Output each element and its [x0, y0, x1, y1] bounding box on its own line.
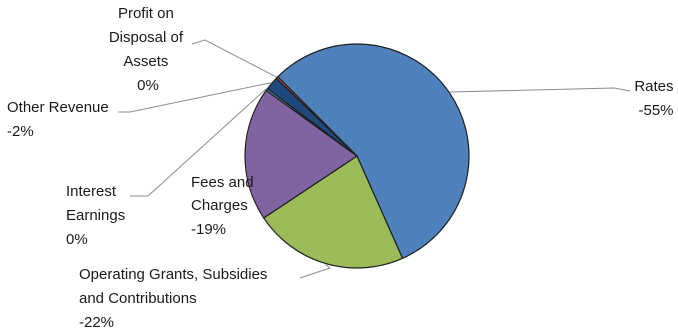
- label-rates: Rates -55%: [634, 78, 677, 119]
- label-interest-earnings: Interest Earnings 0%: [66, 183, 129, 248]
- slice-labels: Rates -55% Operating Grants, Subsidies a…: [7, 5, 677, 331]
- leader-line-operating-grants: [299, 264, 332, 279]
- label-operating-grants: Operating Grants, Subsidies and Contribu…: [79, 266, 272, 331]
- leader-line-interest-earnings: [130, 88, 267, 197]
- pie-slices: [244, 43, 470, 269]
- label-other-revenue: Other Revenue -2%: [7, 99, 113, 140]
- leader-line-rates: [450, 87, 631, 93]
- pie-slice-rates: [277, 43, 470, 259]
- pie-slice-operating-grants: [263, 155, 404, 269]
- pie-slice-profit-on-disposal: [275, 76, 358, 157]
- leader-line-profit-on-disposal: [191, 39, 277, 78]
- label-profit-on-disposal: Profit on Disposal of Assets 0%: [109, 5, 187, 94]
- leader-lines: [118, 39, 631, 279]
- leader-line-other-revenue: [118, 82, 272, 113]
- label-fees-and-charges: Fees and Charges -19%: [191, 174, 258, 238]
- pie-slice-fees-and-charges: [244, 89, 358, 219]
